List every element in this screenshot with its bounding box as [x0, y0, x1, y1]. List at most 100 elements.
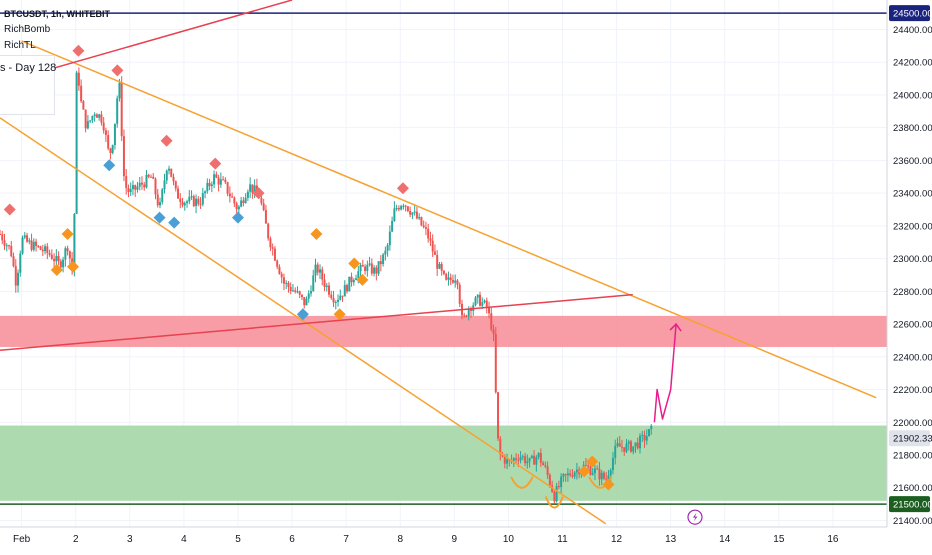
price-tick-label: 23200.00 [893, 221, 932, 232]
candle-body [557, 486, 560, 488]
candle-body [294, 290, 297, 292]
time-tick-label: 15 [773, 534, 785, 545]
candle-body [589, 466, 592, 475]
candle-body [104, 130, 107, 136]
signal-diamond-red [72, 44, 85, 57]
signal-diamond-orange [602, 478, 615, 491]
candle-body [183, 203, 186, 206]
candle-body [264, 210, 267, 224]
candle-body [19, 253, 22, 273]
indicator-richbomb[interactable]: RichBomb [4, 24, 51, 35]
candle-body [53, 258, 56, 262]
candle-body [553, 491, 556, 502]
candle-body [641, 434, 644, 436]
candle-body [330, 294, 333, 299]
candle-body [348, 276, 351, 292]
candle-body [213, 174, 216, 185]
candle-body [165, 170, 168, 181]
zones [0, 315, 887, 501]
candle-body [282, 277, 285, 284]
candle-body [465, 315, 468, 317]
candle-body [566, 473, 569, 476]
trendlines[interactable] [0, 0, 877, 525]
candle-body [300, 294, 303, 298]
projection-path [653, 324, 677, 423]
time-tick-label: 13 [665, 534, 677, 545]
candle-body [192, 196, 195, 207]
candle-body [210, 184, 213, 187]
signal-diamond-orange [61, 228, 74, 241]
candle-body [539, 452, 542, 463]
candle-body [237, 206, 240, 210]
price-tick-label: 21400.00 [893, 516, 932, 527]
candle-body [231, 196, 234, 198]
candle-body [382, 254, 385, 265]
candle-body [149, 176, 152, 178]
candle-body [235, 203, 238, 210]
candle-body [30, 240, 33, 250]
candle-body [82, 101, 85, 110]
candle-body [136, 186, 139, 190]
candle-body [620, 446, 623, 448]
candle-body [273, 248, 276, 261]
candle-body [607, 475, 610, 480]
candle-body [433, 251, 436, 255]
signal-diamond-orange [333, 308, 346, 321]
candle-body [573, 472, 576, 477]
candle-body [627, 441, 630, 444]
candle-body [95, 114, 98, 118]
time-tick-label: 7 [343, 534, 349, 545]
candle-body [80, 85, 83, 102]
candle-body [650, 425, 653, 430]
candle-body [100, 114, 103, 123]
candle-body [152, 176, 155, 179]
candle-body [485, 300, 488, 308]
candle-body [591, 473, 594, 475]
candle-body [267, 223, 270, 239]
candle-body [537, 452, 540, 458]
candle-body [296, 291, 299, 293]
signal-diamond-blue [153, 211, 166, 224]
candle-body [391, 220, 394, 232]
signal-diamond-red [160, 134, 173, 147]
symbol-title[interactable]: BTCUSDT, 1h, WHITEBIT [4, 9, 110, 19]
candle-body [188, 196, 191, 202]
candle-body [440, 263, 443, 271]
candle-body [593, 468, 596, 474]
candle-body [217, 177, 220, 185]
signal-diamond-blue [168, 216, 181, 229]
candle-body [312, 275, 315, 292]
candle-body [379, 261, 382, 265]
price-tick-label: 23400.00 [893, 189, 932, 200]
candle-body [499, 438, 502, 455]
candle-body [479, 294, 482, 306]
candle-body [632, 446, 635, 452]
candle-body [276, 260, 279, 267]
signal-diamond-red [252, 187, 265, 200]
candle-body [86, 121, 89, 129]
indicator-richtl[interactable]: RichTL [4, 40, 36, 51]
red-line-mid-line [0, 293, 633, 351]
candle-body [66, 248, 69, 252]
candle-body [233, 197, 236, 204]
lightning-icon [692, 512, 698, 522]
price-badge-label: 24500.00 [893, 9, 932, 20]
candle-body [571, 475, 574, 477]
candle-body [64, 248, 67, 260]
candle-body [316, 264, 319, 273]
candle-body [352, 280, 355, 283]
candle-body [129, 189, 132, 193]
candle-body [481, 302, 484, 306]
signal-diamond-orange [50, 264, 63, 277]
candle-body [0, 234, 1, 236]
price-axis-background [887, 0, 932, 550]
price-badge [889, 496, 930, 513]
candle-body [386, 245, 389, 251]
candle-body [181, 201, 184, 206]
note-box[interactable]: s - Day 128 [0, 55, 56, 115]
candle-body [68, 251, 71, 259]
candle-body [530, 455, 533, 458]
horizontal-lines [0, 12, 887, 505]
